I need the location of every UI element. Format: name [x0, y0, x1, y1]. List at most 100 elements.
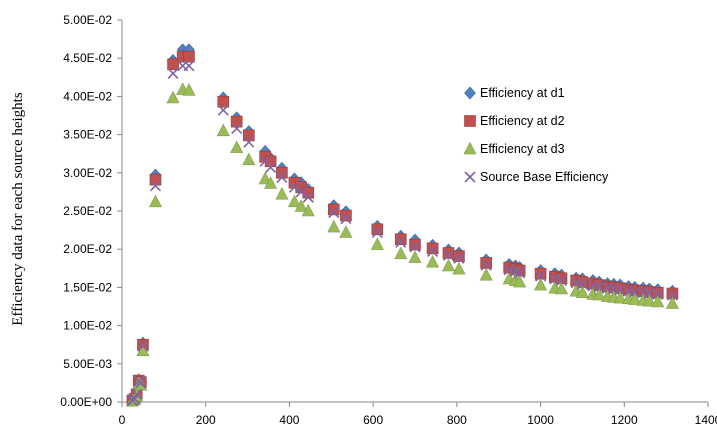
data-point — [555, 274, 568, 287]
series-4-points — [126, 60, 678, 407]
data-point — [642, 294, 656, 307]
legend-marker — [463, 141, 477, 155]
data-point — [371, 226, 383, 238]
data-point — [549, 273, 561, 285]
data-point — [339, 225, 353, 238]
y-tick-label: 1.00E-02 — [63, 319, 112, 333]
data-point — [137, 340, 149, 352]
y-tick-label: 4.00E-02 — [63, 89, 112, 103]
data-point — [665, 296, 679, 309]
data-point — [287, 194, 301, 208]
data-point — [394, 246, 408, 260]
x-tick-label: 800 — [447, 413, 467, 427]
x-tick-label: 1400 — [695, 413, 717, 427]
data-point — [479, 268, 493, 281]
y-tick-label: 5.00E-03 — [63, 357, 112, 371]
series-1-points — [126, 43, 679, 407]
data-point — [167, 58, 179, 71]
data-point — [409, 238, 421, 251]
data-point — [651, 294, 665, 308]
legend-label: Efficiency at d2 — [480, 114, 565, 128]
y-tick-label: 2.00E-02 — [63, 242, 112, 256]
data-point — [217, 95, 230, 108]
y-tick-label: 3.00E-02 — [63, 166, 112, 180]
data-point — [409, 241, 421, 253]
data-point — [576, 278, 588, 290]
data-point — [340, 213, 352, 225]
data-point — [149, 173, 162, 186]
data-point — [167, 67, 179, 80]
data-point — [230, 140, 244, 153]
data-point — [328, 206, 340, 219]
data-point — [135, 377, 147, 389]
data-point — [426, 255, 440, 268]
legend-marker — [464, 115, 476, 127]
data-point — [148, 194, 162, 208]
data-point — [453, 250, 465, 262]
data-point — [480, 257, 492, 269]
x-tick-label: 200 — [196, 413, 216, 427]
data-point — [514, 267, 526, 279]
data-point — [216, 123, 230, 137]
y-tick-label: 1.50E-02 — [63, 280, 112, 294]
data-point — [264, 155, 277, 168]
x-tick-label: 600 — [363, 413, 383, 427]
x-tick-label: 1200 — [611, 413, 638, 427]
data-point — [217, 104, 229, 116]
data-point — [149, 180, 162, 192]
data-point — [294, 199, 308, 212]
data-point — [166, 90, 180, 104]
data-point — [295, 186, 307, 198]
data-point — [275, 187, 289, 200]
y-tick-label: 2.50E-02 — [63, 204, 112, 218]
data-point — [426, 242, 439, 255]
data-point — [503, 264, 515, 276]
y-tick-label: 0.00E+00 — [60, 395, 112, 409]
data-point — [453, 252, 465, 264]
x-tick-label: 1000 — [527, 413, 554, 427]
data-point — [570, 277, 582, 289]
data-point — [183, 50, 195, 63]
data-point — [340, 209, 352, 222]
data-point — [394, 233, 407, 246]
axes — [117, 19, 709, 407]
data-point — [666, 289, 678, 301]
data-point — [408, 250, 422, 263]
data-point — [395, 236, 407, 248]
legend: Efficiency at d1 Efficiency at d2 Efficien… — [463, 86, 609, 184]
legend-marker — [464, 171, 476, 183]
data-point — [592, 287, 606, 301]
data-point — [628, 292, 642, 305]
series-2-points — [126, 50, 679, 407]
data-point — [288, 181, 301, 193]
x-tick-label: 0 — [119, 413, 126, 427]
data-point — [613, 290, 627, 304]
data-point — [231, 122, 243, 135]
data-point — [264, 176, 278, 189]
data-point — [513, 274, 527, 288]
data-point — [442, 249, 455, 261]
y-tick-label: 4.50E-02 — [63, 51, 112, 65]
x-tick-label: 400 — [279, 413, 299, 427]
data-point — [183, 60, 195, 72]
legend-label: Efficiency at d3 — [480, 142, 565, 156]
data-point — [427, 245, 439, 258]
data-point — [480, 259, 492, 271]
data-point — [242, 152, 256, 166]
data-point — [441, 258, 455, 272]
data-point — [327, 203, 340, 216]
data-point — [534, 267, 547, 280]
y-tick-label: 3.50E-02 — [63, 128, 112, 142]
tick-labels: 0.00E+00 5.00E-03 1.00E-02 1.50E-02 2.00E-02… — [60, 13, 717, 427]
data-point — [371, 223, 384, 236]
data-point — [243, 136, 255, 148]
data-point — [535, 270, 547, 282]
data-point — [276, 171, 288, 183]
data-point — [327, 219, 341, 233]
data-point — [452, 261, 466, 275]
data-point — [555, 281, 568, 295]
data-point — [442, 247, 455, 259]
data-point — [301, 203, 315, 217]
data-point — [575, 285, 589, 299]
